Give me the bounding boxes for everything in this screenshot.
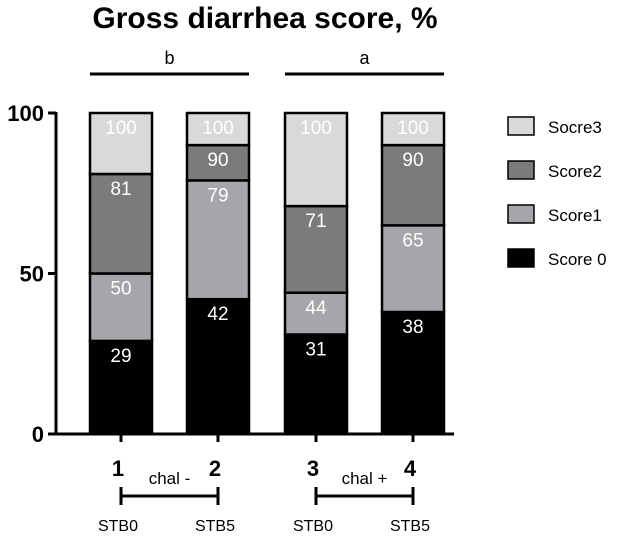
legend-swatch xyxy=(507,160,535,180)
bar-segment xyxy=(380,224,446,314)
subcategory-label: STB0 xyxy=(293,518,333,535)
bar-segment xyxy=(380,310,446,436)
subcategory-label: STB5 xyxy=(195,518,235,535)
category-label: 4 xyxy=(404,456,417,481)
bar-segment xyxy=(283,291,349,336)
data-label: 100 xyxy=(202,118,234,139)
data-label: 79 xyxy=(207,185,228,206)
bar-segment xyxy=(185,297,251,436)
legend: Socre3 Score2 Score1 Score 0 xyxy=(507,116,607,269)
data-label: 65 xyxy=(402,230,423,251)
y-tick-label: 0 xyxy=(32,422,44,447)
data-label: 50 xyxy=(110,279,131,300)
chart-title: Gross diarrhea score, % xyxy=(92,2,437,35)
bar-segment xyxy=(185,111,251,147)
data-label: 100 xyxy=(105,118,137,139)
data-label: 44 xyxy=(305,298,327,319)
group-brackets: chal - chal + xyxy=(119,469,415,505)
significance-label: b xyxy=(164,48,174,68)
category-label: 3 xyxy=(307,456,319,481)
bar-segment xyxy=(88,111,154,176)
legend-label: Socre3 xyxy=(548,118,602,137)
y-tick-label: 100 xyxy=(7,101,44,126)
data-label: 81 xyxy=(110,179,131,200)
category-label: 2 xyxy=(209,456,221,481)
group-label: chal + xyxy=(342,469,388,488)
data-label: 38 xyxy=(402,317,423,338)
bar-segment xyxy=(88,272,154,343)
bar-segment xyxy=(380,111,446,147)
legend-label: Score 0 xyxy=(548,250,607,269)
legend-swatch xyxy=(507,248,535,268)
data-label: 29 xyxy=(110,346,131,367)
bars: 29 50 81 100 42 79 90 100 31 44 71 100 38 65 90 100 xyxy=(88,111,446,436)
legend-swatch xyxy=(507,204,535,224)
data-label: 71 xyxy=(305,211,326,232)
legend-label: Score2 xyxy=(548,162,602,181)
legend-swatch xyxy=(507,116,535,136)
bar-segment xyxy=(88,339,154,436)
bar-segment xyxy=(88,172,154,275)
subcategory-label: STB0 xyxy=(98,518,138,535)
significance-label: a xyxy=(359,48,370,68)
group-label: chal - xyxy=(149,469,191,488)
bar-segment xyxy=(283,333,349,436)
data-label: 90 xyxy=(402,150,423,171)
data-label: 42 xyxy=(207,304,228,325)
data-label: 100 xyxy=(300,118,332,139)
bar-segment xyxy=(380,143,446,227)
data-label: 31 xyxy=(305,339,326,360)
legend-label: Score1 xyxy=(548,206,602,225)
subcategory-label: STB5 xyxy=(390,518,430,535)
bar-segment xyxy=(283,111,349,208)
bar-segment xyxy=(185,179,251,301)
y-tick-label: 50 xyxy=(20,262,44,287)
category-label: 1 xyxy=(112,456,124,481)
data-label: 100 xyxy=(397,118,429,139)
data-label: 90 xyxy=(207,150,228,171)
